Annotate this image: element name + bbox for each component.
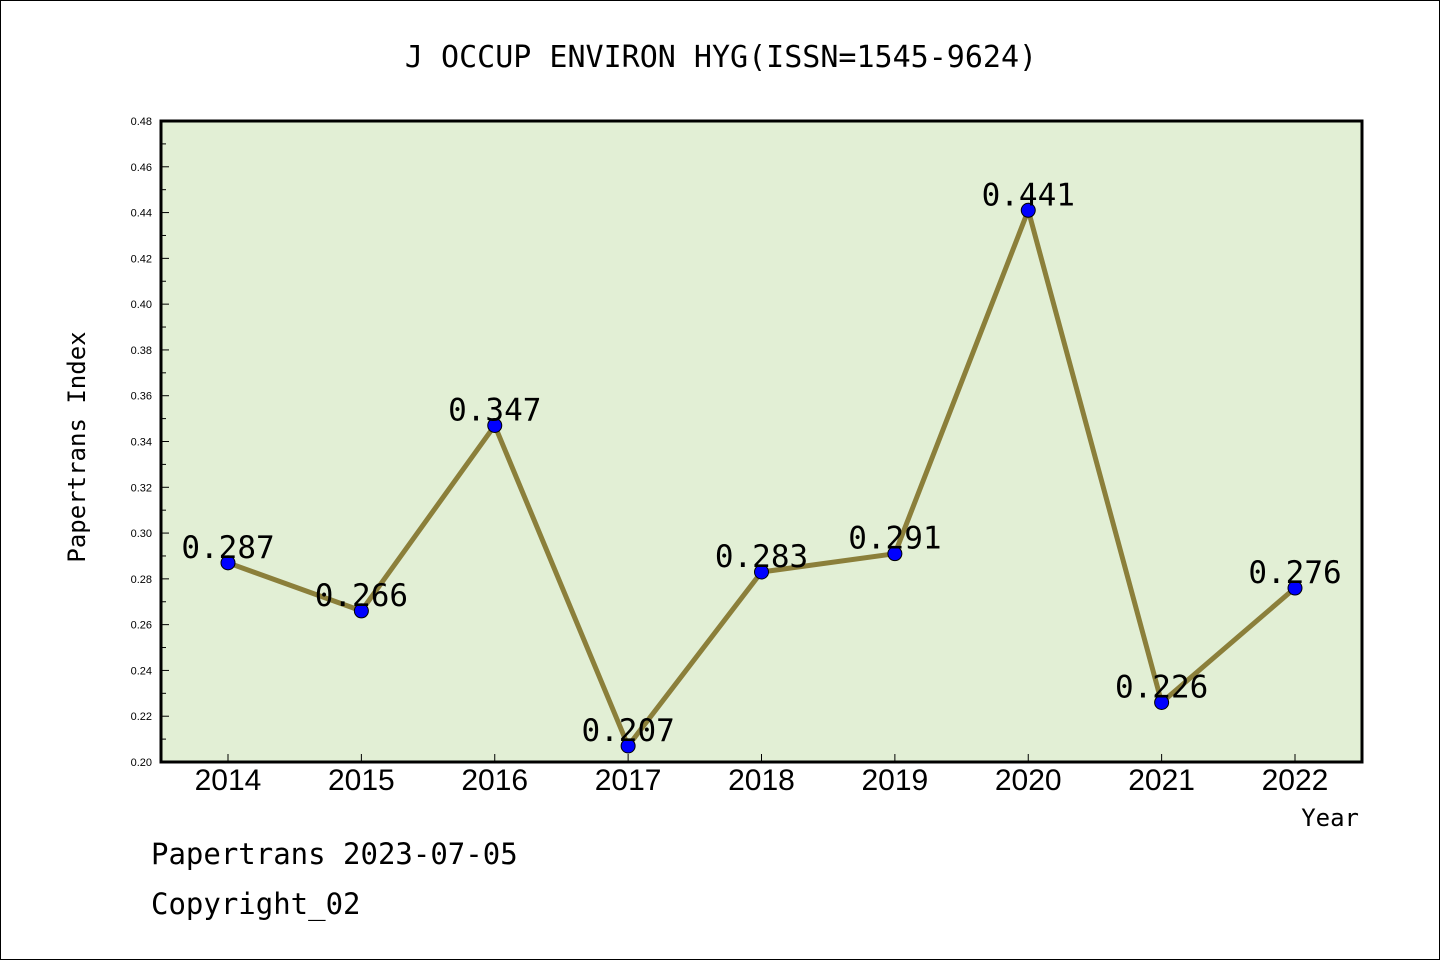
data-point xyxy=(487,417,503,433)
chart-title: J OCCUP ENVIRON HYG(ISSN=1545-9624) xyxy=(405,40,1037,75)
x-tick-label: 2020 xyxy=(995,764,1062,797)
data-label: 0.291 xyxy=(848,521,941,557)
data-point xyxy=(1020,202,1036,218)
y-tick-label: 0.40 xyxy=(131,299,152,311)
y-tick-label: 0.42 xyxy=(131,253,152,265)
y-tick-label: 0.38 xyxy=(131,345,152,357)
y-tick-label: 0.44 xyxy=(131,208,152,220)
x-axis: 2014 2015 2016 2017 2018 2019 2020 2021 2022 xyxy=(195,754,1329,797)
x-tick-label: 2021 xyxy=(1128,764,1195,797)
data-point xyxy=(1154,694,1170,710)
plot-area xyxy=(159,119,1364,764)
x-tick-label: 2018 xyxy=(728,764,795,797)
y-tick-label: 0.26 xyxy=(131,620,152,632)
x-tick-label: 2016 xyxy=(461,764,528,797)
data-points xyxy=(220,202,1303,754)
y-tick-label: 0.30 xyxy=(131,528,152,540)
data-label: 0.207 xyxy=(581,713,674,749)
data-label: 0.276 xyxy=(1248,555,1341,591)
y-tick-label: 0.34 xyxy=(131,437,152,449)
y-axis: 0.20 0.22 0.24 0.26 0.28 0.30 0.32 0.34 0.36 0.38… xyxy=(131,116,169,769)
data-label: 0.266 xyxy=(315,578,408,614)
y-tick-label: 0.22 xyxy=(131,711,152,723)
x-tick-label: 2015 xyxy=(328,764,395,797)
data-label: 0.441 xyxy=(982,177,1075,213)
data-labels: 0.287 0.266 0.347 0.207 0.283 0.291 0.441 0.226… xyxy=(181,177,1341,749)
footer-copyright: Copyright_02 xyxy=(151,887,361,921)
y-tick-label: 0.32 xyxy=(131,482,152,494)
data-point xyxy=(620,738,636,754)
y-tick-label: 0.24 xyxy=(131,665,152,677)
data-label: 0.287 xyxy=(181,530,274,566)
y-tick-label: 0.20 xyxy=(131,757,152,769)
footer-date: Papertrans 2023-07-05 xyxy=(151,837,518,871)
data-label: 0.283 xyxy=(715,539,808,575)
data-label: 0.226 xyxy=(1115,669,1208,705)
y-tick-label: 0.28 xyxy=(131,574,152,586)
y-tick-label: 0.48 xyxy=(131,116,152,128)
x-tick-label: 2022 xyxy=(1262,764,1329,797)
data-point xyxy=(353,603,369,619)
x-tick-label: 2014 xyxy=(195,764,262,797)
y-tick-label: 0.36 xyxy=(131,391,152,403)
data-point xyxy=(220,555,236,571)
data-label: 0.347 xyxy=(448,392,541,428)
y-axis-label: Papertrans Index xyxy=(63,331,91,562)
data-point xyxy=(754,564,769,580)
x-tick-label: 2017 xyxy=(595,764,662,797)
y-tick-label: 0.46 xyxy=(131,162,152,174)
data-point xyxy=(1287,580,1303,596)
x-tick-label: 2019 xyxy=(862,764,929,797)
x-axis-label: Year xyxy=(1301,804,1359,832)
data-point xyxy=(887,546,903,562)
